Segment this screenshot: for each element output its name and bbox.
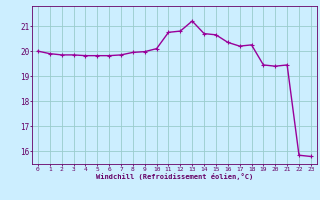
X-axis label: Windchill (Refroidissement éolien,°C): Windchill (Refroidissement éolien,°C) — [96, 173, 253, 180]
